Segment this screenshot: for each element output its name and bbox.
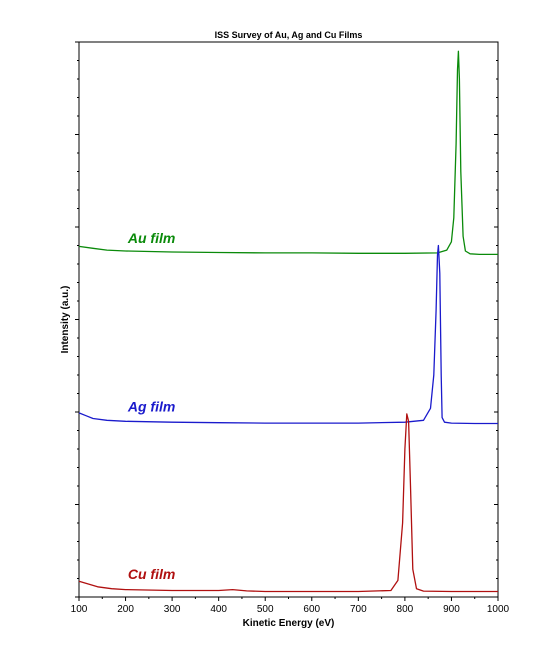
- x-tick-label: 300: [164, 604, 181, 615]
- series-annotation-label: Ag film: [127, 399, 175, 415]
- x-axis-title: Kinetic Energy (eV): [243, 618, 335, 629]
- series-group: [78, 50, 498, 593]
- x-tick-label: 100: [71, 604, 88, 615]
- series-line-au-film: [78, 50, 498, 256]
- series-line-cu-film: [78, 413, 498, 593]
- x-axis: 100 200 300 400 500 600 700 800 900 1000: [71, 597, 510, 615]
- series-annotation-label: Au film: [127, 230, 175, 246]
- series-line-ag-film: [78, 244, 498, 425]
- x-tick-label: 600: [303, 604, 320, 615]
- x-tick-label: 400: [210, 604, 227, 615]
- y-axis-title: Intensity (a.u.): [60, 286, 71, 354]
- chart-title: ISS Survey of Au, Ag and Cu Films: [215, 30, 363, 40]
- x-tick-label: 200: [117, 604, 134, 615]
- x-tick-label: 800: [397, 604, 414, 615]
- y-axis: [75, 41, 498, 598]
- x-tick-label: 500: [257, 604, 274, 615]
- series-annotation-label: Cu film: [128, 566, 175, 582]
- annotation-group: Au film Ag film Cu film: [127, 230, 175, 582]
- x-tick-label: 1000: [487, 604, 510, 615]
- x-tick-label: 900: [443, 604, 460, 615]
- x-tick-label: 700: [350, 604, 367, 615]
